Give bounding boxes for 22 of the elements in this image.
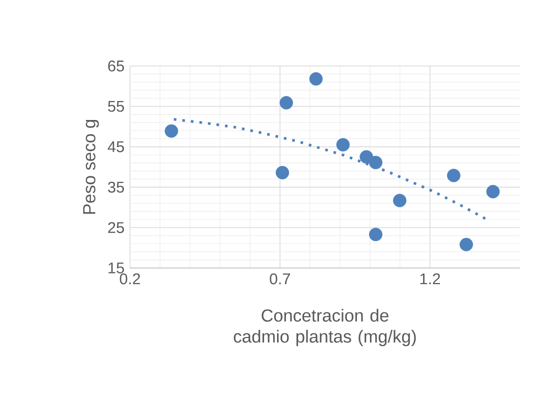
x-tick-label: 0.2 (120, 273, 140, 284)
y-axis-title: Peso seco g (83, 120, 99, 214)
point (486, 184, 500, 198)
x-axis-title: Concetracion de cadmio plantas (mg/kg) (234, 308, 416, 346)
y-tick-label: 35 (108, 182, 124, 193)
point (447, 168, 460, 182)
point (393, 194, 406, 208)
point (460, 238, 473, 252)
y-tick-label: 25 (108, 222, 124, 234)
point (164, 124, 178, 138)
x-tick-label: 0.7 (270, 273, 290, 284)
y-tick-label: 55 (108, 100, 124, 112)
point (369, 156, 382, 170)
point (369, 228, 382, 242)
y-tick-label: 15 (108, 262, 124, 274)
point (309, 72, 323, 86)
x-tick-label: 1.2 (420, 273, 440, 284)
y-tick-label: 65 (108, 60, 124, 72)
y-tick-label: 45 (108, 141, 124, 152)
point (276, 166, 290, 180)
point (336, 138, 350, 152)
point (280, 96, 293, 110)
